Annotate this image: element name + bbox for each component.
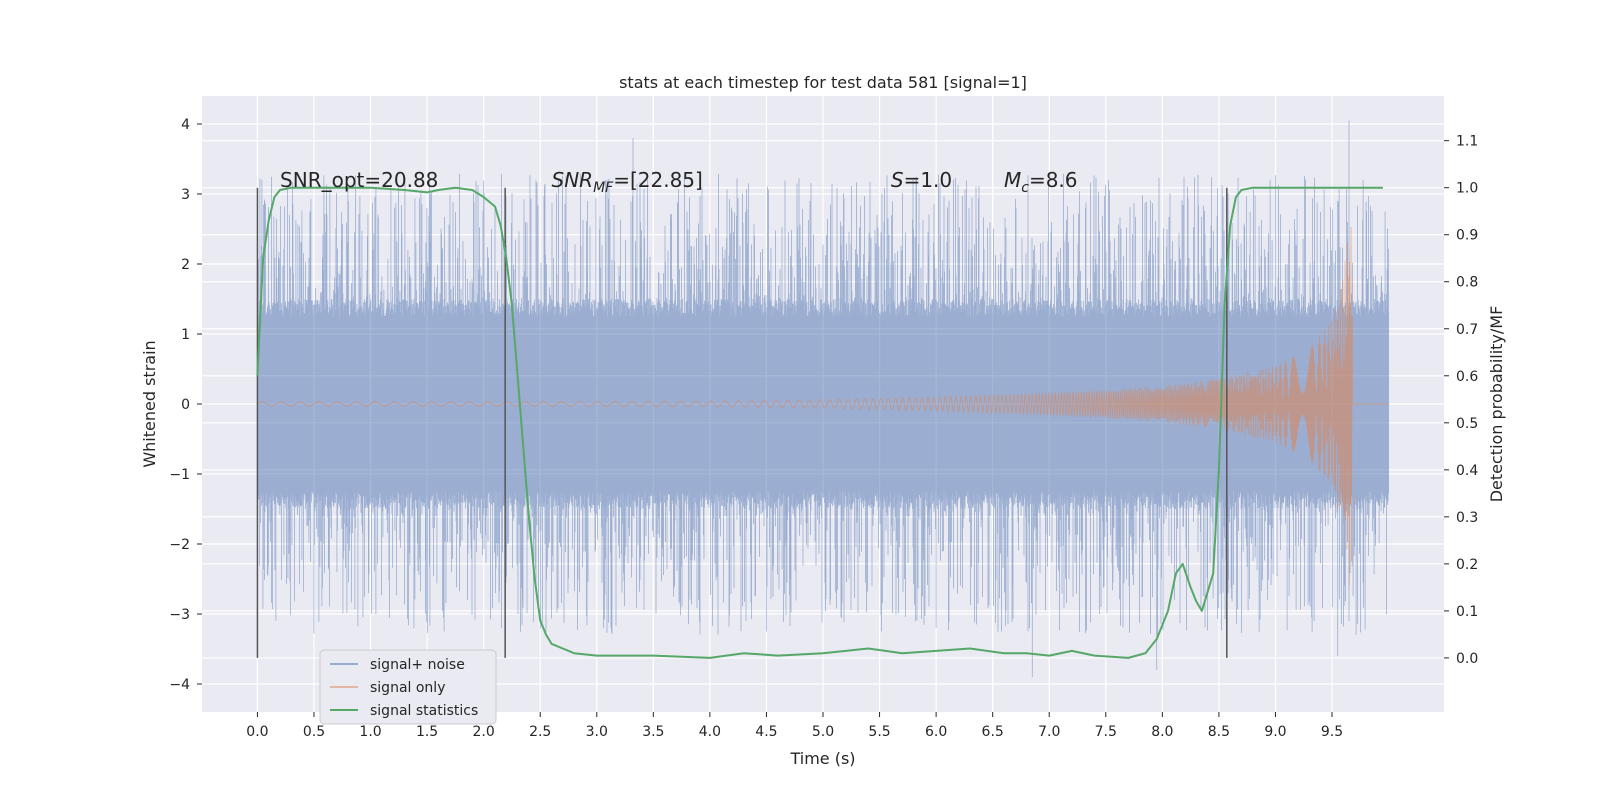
x-tick-label-8: 4.0 xyxy=(699,724,721,740)
x-tick-label-2: 1.0 xyxy=(359,724,381,740)
signal-statistics-series xyxy=(256,186,1383,659)
x-tick-label-13: 6.5 xyxy=(982,724,1004,740)
annotations: SNR_opt=20.88 SNRMF=[22.85] S=1.0 Mc=8.6 xyxy=(280,168,1077,196)
y-tick-label-5: −1 xyxy=(169,467,190,483)
x-tick-label-6: 3.0 xyxy=(586,724,608,740)
annotation-0: SNR_opt=20.88 xyxy=(280,168,438,192)
y2-tick-label-4: 0.7 xyxy=(1456,322,1478,338)
x-tick-label-5: 2.5 xyxy=(529,724,551,740)
x-tick-label-16: 8.0 xyxy=(1151,724,1173,740)
y2-tick-label-1: 1.0 xyxy=(1456,181,1478,197)
y2-tick-label-0: 1.1 xyxy=(1456,134,1478,150)
y-tick-label-0: 4 xyxy=(181,117,190,133)
y2-tick-label-7: 0.4 xyxy=(1456,463,1478,479)
legend-label-signal: signal only xyxy=(370,680,445,696)
y-axis-ticks: 4 3 2 1 0 −1 −2 −3 −4 xyxy=(169,117,202,693)
signal-statistics-line xyxy=(256,186,1383,659)
y2-tick-label-11: 0.0 xyxy=(1456,651,1478,667)
y-tick-label-2: 2 xyxy=(181,257,190,273)
x-tick-label-0: 0.0 xyxy=(246,724,268,740)
y-tick-label-6: −2 xyxy=(169,537,190,553)
y-tick-label-1: 3 xyxy=(181,187,190,203)
legend: signal+ noise signal only signal statist… xyxy=(319,649,497,725)
x-tick-label-11: 5.5 xyxy=(868,724,890,740)
y2-tick-label-9: 0.2 xyxy=(1456,557,1478,573)
annotation-3: Mc=8.6 xyxy=(1004,168,1078,196)
signal-only-series xyxy=(257,226,1389,586)
x-tick-label-15: 7.5 xyxy=(1095,724,1117,740)
x-tick-label-17: 8.5 xyxy=(1208,724,1230,740)
signal-only-trace xyxy=(257,226,1389,586)
x-axis-label: Time (s) xyxy=(789,749,855,768)
y-axis-label: Whitened strain xyxy=(140,340,159,467)
chart-title: stats at each timestep for test data 581… xyxy=(619,73,1027,92)
annotation-2: S=1.0 xyxy=(891,168,952,192)
y-tick-label-8: −4 xyxy=(169,677,190,693)
x-axis-ticks: 0.0 0.5 1.0 1.5 2.0 2.5 3.0 3.5 4.0 4.5 5.0 5.5 6.0 6… xyxy=(246,712,1343,740)
y2-axis-label: Detection probability/MF xyxy=(1487,306,1506,503)
legend-box xyxy=(319,649,497,725)
x-tick-label-19: 9.5 xyxy=(1321,724,1343,740)
y2-axis-ticks: 1.1 1.0 0.9 0.8 0.7 0.6 0.5 0.4 0.3 0.2 0.1 0.0 xyxy=(1444,134,1478,667)
y-tick-label-4: 0 xyxy=(181,397,190,413)
y2-tick-label-2: 0.9 xyxy=(1456,228,1478,244)
legend-label-noise: signal+ noise xyxy=(370,657,465,673)
y2-tick-label-3: 0.8 xyxy=(1456,275,1478,291)
x-tick-label-7: 3.5 xyxy=(642,724,664,740)
x-tick-label-4: 2.0 xyxy=(473,724,495,740)
x-tick-label-18: 9.0 xyxy=(1264,724,1286,740)
x-tick-label-12: 6.0 xyxy=(925,724,947,740)
x-tick-label-14: 7.0 xyxy=(1038,724,1060,740)
y-tick-label-3: 1 xyxy=(181,327,190,343)
x-tick-label-9: 4.5 xyxy=(755,724,777,740)
annotation-1: SNRMF=[22.85] xyxy=(552,168,703,196)
y2-tick-label-6: 0.5 xyxy=(1456,416,1478,432)
x-tick-label-1: 0.5 xyxy=(303,724,325,740)
x-tick-label-3: 1.5 xyxy=(416,724,438,740)
y2-tick-label-10: 0.1 xyxy=(1456,604,1478,620)
y-tick-label-7: −3 xyxy=(169,607,190,623)
y2-tick-label-5: 0.6 xyxy=(1456,369,1478,385)
x-tick-label-10: 5.0 xyxy=(812,724,834,740)
y2-tick-label-8: 0.3 xyxy=(1456,510,1478,526)
legend-label-stats: signal statistics xyxy=(370,703,478,719)
